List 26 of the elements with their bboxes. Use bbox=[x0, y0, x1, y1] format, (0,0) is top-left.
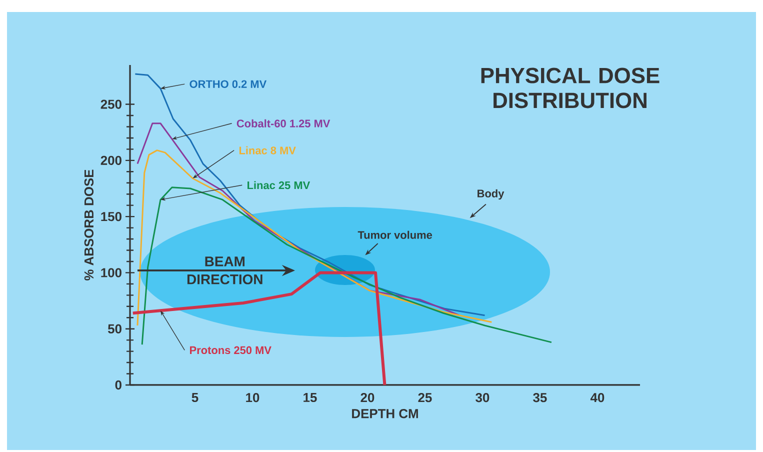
y-tick-label: 0 bbox=[115, 380, 122, 390]
x-tick-label: 40 bbox=[590, 393, 604, 402]
line-series bbox=[131, 271, 386, 386]
x-tick-label: 30 bbox=[476, 393, 490, 402]
x-tick-label: 10 bbox=[246, 393, 260, 402]
text: ORTHO 0.2 MV bbox=[190, 80, 267, 88]
x-tick-label: 15 bbox=[304, 393, 317, 402]
y-tick-label: 250 bbox=[100, 100, 122, 109]
y-tick-label: 50 bbox=[108, 324, 122, 334]
text: Linac 25 MV bbox=[248, 181, 310, 190]
text: PHYSICAL DOSE DISTRIBUTION bbox=[481, 68, 660, 108]
y-axis-title: % ABSORB DOSE bbox=[84, 170, 94, 280]
x-tick-label: 5 bbox=[192, 393, 198, 402]
annotation: Tumor volume bbox=[358, 230, 432, 239]
y-tick-label: 200 bbox=[100, 156, 122, 166]
text: Cobalt-60 1.25 MV bbox=[236, 119, 330, 128]
y-tick-label: 100 bbox=[101, 268, 122, 278]
text: Linac 8 MV bbox=[239, 146, 296, 154]
text: Protons 250 MV bbox=[190, 346, 272, 354]
x-tick-label: 20 bbox=[360, 393, 374, 402]
annotation: BEAM DIRECTION bbox=[187, 256, 262, 284]
x-axis-title: DEPTH CM bbox=[352, 409, 418, 418]
annotation: Body bbox=[478, 189, 504, 200]
x-tick-label: 25 bbox=[418, 393, 432, 402]
x-tick-label: 35 bbox=[533, 393, 547, 402]
y-tick-label: 150 bbox=[101, 212, 122, 222]
